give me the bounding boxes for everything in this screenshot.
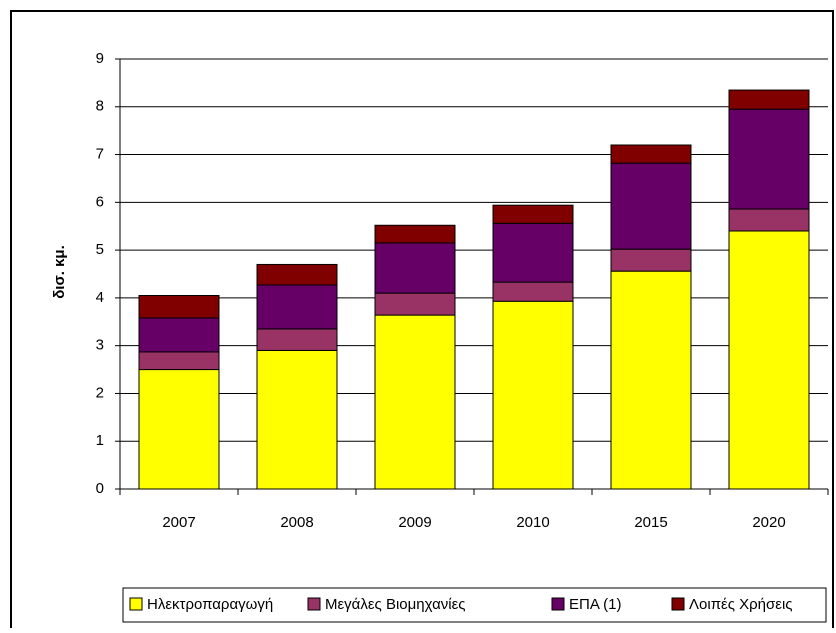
bar-segment <box>728 230 810 490</box>
y-tick-label: 3 <box>96 337 104 354</box>
x-tick-label: 2009 <box>398 514 431 531</box>
bar-segment <box>492 204 574 224</box>
bar-segment <box>610 144 692 164</box>
bar-segment <box>610 270 692 490</box>
y-tick-label: 2 <box>96 384 104 401</box>
legend-swatch <box>129 597 143 611</box>
y-tick-label: 9 <box>96 50 104 67</box>
x-tick-label: 2008 <box>280 514 313 531</box>
y-tick-label: 7 <box>96 146 104 163</box>
bar-segment <box>492 281 574 302</box>
bar-segment <box>374 292 456 316</box>
bar-segment <box>374 242 456 294</box>
y-tick-label: 0 <box>96 480 104 497</box>
legend-swatch <box>307 597 321 611</box>
y-axis-label: δισ. κμ. <box>51 245 68 299</box>
x-tick-label: 2015 <box>634 514 667 531</box>
bar-segment <box>374 314 456 490</box>
legend-label: Μεγάλες Βιομηχανίες <box>325 596 466 613</box>
y-tick-label: 1 <box>96 432 104 449</box>
x-tick-label: 2010 <box>516 514 549 531</box>
y-tick-label: 8 <box>96 98 104 115</box>
bar-segment <box>138 351 220 371</box>
bar-segment <box>256 328 338 351</box>
x-tick-label: 2020 <box>752 514 785 531</box>
legend-label: ΕΠΑ (1) <box>569 596 622 613</box>
bar-segment <box>610 162 692 250</box>
bar-segment <box>728 208 810 232</box>
bar-segment <box>728 89 810 110</box>
legend-swatch <box>551 597 565 611</box>
bar-segment <box>728 108 810 210</box>
bar-segment <box>138 295 220 319</box>
bar-segment <box>374 224 456 244</box>
bar-segment <box>492 222 574 283</box>
y-tick-label: 5 <box>96 241 104 258</box>
legend-swatch <box>671 597 685 611</box>
legend-label: Λοιπές Χρήσεις <box>689 596 793 613</box>
y-tick-label: 6 <box>96 193 104 210</box>
legend-box <box>122 587 827 623</box>
bar-segment <box>256 263 338 286</box>
bar-segment <box>256 284 338 330</box>
bar-segment <box>138 369 220 490</box>
x-tick-label: 2007 <box>162 514 195 531</box>
bar-segment <box>256 349 338 490</box>
y-tick-label: 4 <box>96 289 104 306</box>
bar-segment <box>492 300 574 490</box>
bar-segment <box>138 317 220 353</box>
bar-segment <box>610 248 692 272</box>
legend-label: Ηλεκτροπαραγωγή <box>147 596 273 613</box>
